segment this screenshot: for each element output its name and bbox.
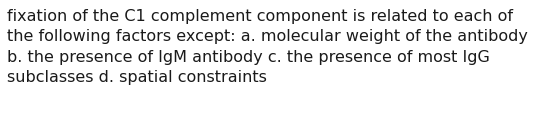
Text: fixation of the C1 complement component is related to each of
the following fact: fixation of the C1 complement component … bbox=[7, 9, 527, 85]
